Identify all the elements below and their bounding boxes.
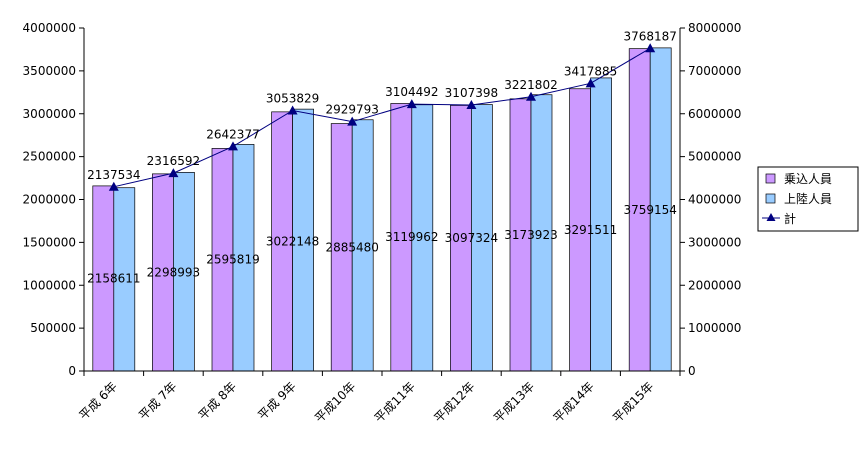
line-total-marker-9 xyxy=(645,43,656,53)
line-total-marker-5 xyxy=(406,99,417,109)
y-right-tick-label: 0 xyxy=(688,364,696,378)
y-left-tick-label: 0 xyxy=(68,364,76,378)
bar-1-value-label: 3022148 xyxy=(266,234,319,248)
y-left-tick-label: 3500000 xyxy=(23,64,76,78)
y-left-tick-label: 1500000 xyxy=(23,235,76,249)
legend: 乗込人員 上陸人員 計 xyxy=(757,166,859,232)
bar-1-value-label: 2595819 xyxy=(206,253,259,267)
x-tick-label: 平成 7年 xyxy=(136,379,179,422)
y-right-tick-label: 8000000 xyxy=(688,21,741,35)
bar-2-value-label: 2642377 xyxy=(206,127,259,141)
y-right-tick-label: 7000000 xyxy=(688,64,741,78)
bar-1-value-label: 2298993 xyxy=(147,265,200,279)
x-tick-label: 平成14年 xyxy=(551,379,597,425)
legend-marker-total xyxy=(766,213,776,221)
x-tick-label: 平成 6年 xyxy=(76,379,119,422)
line-total-marker-1 xyxy=(168,168,179,178)
line-total xyxy=(113,47,651,188)
x-tick-label: 平成15年 xyxy=(610,379,656,425)
y-right-tick-label: 5000000 xyxy=(688,150,741,164)
bar-2-value-label: 2929793 xyxy=(325,103,378,117)
y-right-tick-label: 2000000 xyxy=(688,278,741,292)
line-total-marker-3 xyxy=(287,105,298,115)
y-right-tick-label: 1000000 xyxy=(688,321,741,335)
line-total-marker-6 xyxy=(466,99,477,109)
x-tick-label: 平成12年 xyxy=(431,379,477,425)
bar-1-value-label: 2158611 xyxy=(87,271,140,285)
y-left-tick-label: 3000000 xyxy=(23,107,76,121)
bar-2-value-label: 3104492 xyxy=(385,85,438,99)
line-total-marker-0 xyxy=(108,181,119,191)
y-left-tick-label: 2500000 xyxy=(23,150,76,164)
x-tick-label: 平成 9年 xyxy=(255,379,298,422)
y-left-tick-label: 1000000 xyxy=(23,278,76,292)
x-tick-label: 平成 8年 xyxy=(196,379,239,422)
line-total-marker-4 xyxy=(347,116,358,126)
bar-2-value-label: 3417885 xyxy=(564,64,617,78)
bar-2-value-label: 3107398 xyxy=(445,86,498,100)
bar-1-value-label: 3291511 xyxy=(564,223,617,237)
legend-swatch-bar1 xyxy=(765,173,776,184)
line-total-marker-2 xyxy=(228,141,238,151)
legend-label-bar1: 乗込人員 xyxy=(784,172,832,186)
y-right-tick-label: 4000000 xyxy=(688,193,741,207)
bar-1-value-label: 3119962 xyxy=(385,230,438,244)
legend-swatch-bar2 xyxy=(765,193,776,204)
y-left-tick-label: 2000000 xyxy=(23,193,76,207)
y-left-tick-label: 500000 xyxy=(30,321,76,335)
bar-2-value-label: 3221802 xyxy=(504,78,557,92)
y-left-tick-label: 4000000 xyxy=(23,21,76,35)
bar-1-value-label: 3173923 xyxy=(504,228,557,242)
bar-1-value-label: 2885480 xyxy=(325,240,378,254)
bar-2-value-label: 2316592 xyxy=(147,154,200,168)
x-tick-label: 平成10年 xyxy=(312,379,358,425)
legend-label-bar2: 上陸人員 xyxy=(784,192,832,206)
x-tick-label: 平成11年 xyxy=(372,379,418,425)
y-right-tick-label: 3000000 xyxy=(688,235,741,249)
bar-1-value-label: 3759154 xyxy=(623,203,676,217)
line-total-marker-8 xyxy=(585,78,596,88)
bar-2-value-label: 3768187 xyxy=(623,29,676,43)
line-total-marker-7 xyxy=(526,91,536,101)
y-right-tick-label: 6000000 xyxy=(688,107,741,121)
bar-2-value-label: 3053829 xyxy=(266,91,319,105)
legend-label-total: 計 xyxy=(784,211,796,226)
bar-1-value-label: 3097324 xyxy=(445,231,498,245)
bar-2-value-label: 2137534 xyxy=(87,168,140,182)
x-tick-label: 平成13年 xyxy=(491,379,537,425)
